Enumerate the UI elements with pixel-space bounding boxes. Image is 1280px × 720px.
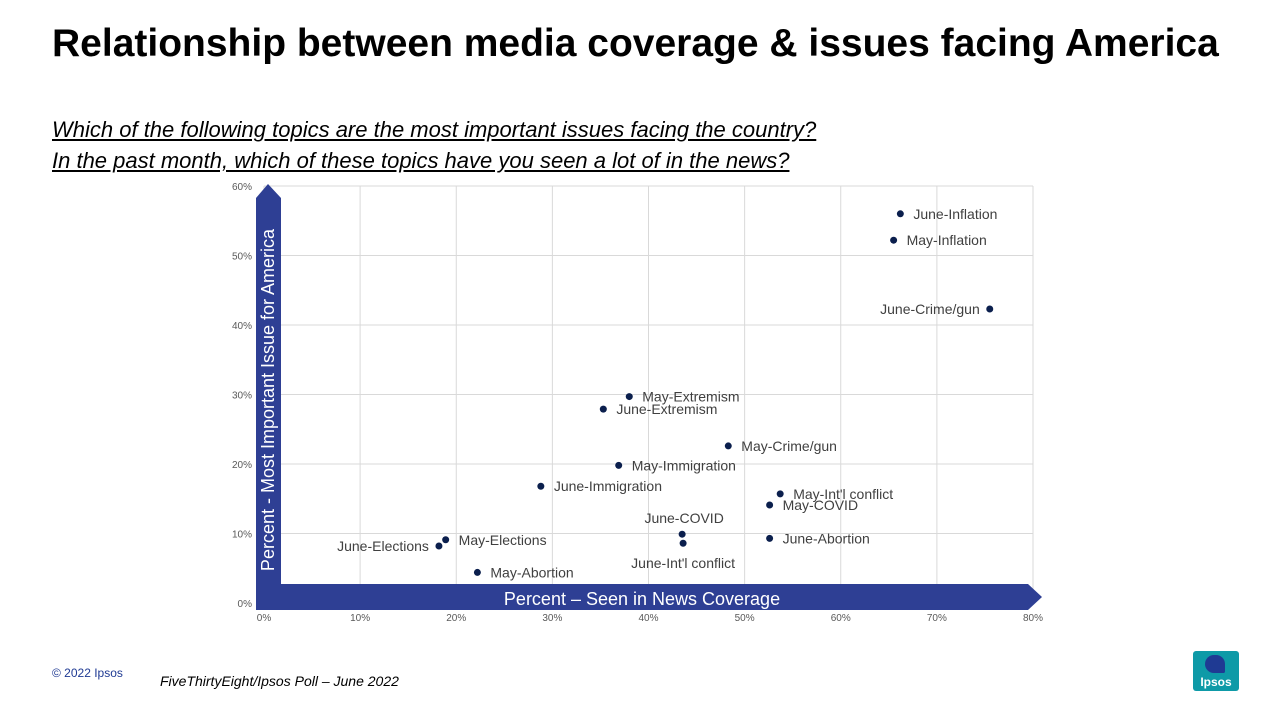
data-label: May-COVID bbox=[783, 497, 858, 513]
x-tick-label: 20% bbox=[446, 613, 466, 624]
data-label: May-Abortion bbox=[490, 564, 573, 580]
y-axis-title: Percent - Most Important Issue for Ameri… bbox=[258, 228, 278, 571]
y-tick-label: 30% bbox=[232, 391, 252, 402]
data-point bbox=[724, 442, 732, 450]
data-label: May-Crime/gun bbox=[741, 438, 837, 454]
data-label: May-Immigration bbox=[632, 457, 736, 473]
y-tick-label: 0% bbox=[238, 599, 253, 610]
y-tick-label: 20% bbox=[232, 460, 252, 471]
data-point bbox=[473, 568, 481, 576]
x-tick-label: 0% bbox=[257, 613, 272, 624]
data-point bbox=[599, 405, 607, 413]
copyright: © 2022 Ipsos bbox=[52, 666, 123, 680]
page-title: Relationship between media coverage & is… bbox=[52, 22, 1219, 65]
y-tick-label: 10% bbox=[232, 530, 252, 541]
data-label: June-Abortion bbox=[783, 530, 870, 546]
x-axis-title: Percent – Seen in News Coverage bbox=[504, 589, 780, 609]
logo-text: Ipsos bbox=[1200, 675, 1232, 689]
data-points: June-Inflation May-Inflation June-Crime/gu… bbox=[337, 206, 997, 581]
data-label: June-Extremism bbox=[616, 401, 717, 417]
data-point bbox=[986, 305, 994, 313]
data-label: May-Elections bbox=[459, 532, 547, 548]
y-tick-label: 50% bbox=[232, 252, 252, 263]
ipsos-logo: Ipsos bbox=[1193, 651, 1239, 691]
data-label: June-COVID bbox=[644, 510, 723, 526]
logo-mark-icon bbox=[1205, 655, 1225, 673]
data-label: June-Int'l conflict bbox=[631, 555, 735, 571]
data-point bbox=[615, 461, 623, 469]
data-point bbox=[435, 542, 443, 550]
data-point bbox=[890, 236, 898, 244]
data-label: June-Inflation bbox=[913, 206, 997, 222]
data-label: June-Crime/gun bbox=[880, 301, 980, 317]
data-point bbox=[766, 501, 774, 509]
x-tick-label: 40% bbox=[638, 613, 658, 624]
data-label: May-Extremism bbox=[642, 389, 739, 405]
data-point bbox=[776, 490, 784, 498]
data-label: June-Immigration bbox=[554, 478, 662, 494]
data-point bbox=[766, 534, 774, 542]
y-tick-label: 40% bbox=[232, 321, 252, 332]
x-tick-label: 30% bbox=[542, 613, 562, 624]
x-tick-label: 70% bbox=[927, 613, 947, 624]
source-note: FiveThirtyEight/Ipsos Poll – June 2022 bbox=[160, 673, 399, 689]
y-axis-arrow bbox=[256, 184, 281, 584]
data-label: May-Int'l conflict bbox=[793, 486, 893, 502]
data-point bbox=[537, 482, 545, 490]
data-label: May-Inflation bbox=[907, 232, 987, 248]
grid-lines bbox=[263, 185, 1034, 604]
data-point bbox=[896, 210, 904, 218]
axis-arrows: Percent – Seen in News Coverage Percent -… bbox=[256, 184, 1042, 610]
question-importance: Which of the following topics are the mo… bbox=[52, 117, 817, 142]
data-point bbox=[679, 539, 687, 547]
tick-labels: 0% 10% 20% 30% 40% 50% 60% 70% 80% 0% 10% 20% 30% 40%… bbox=[232, 182, 1043, 624]
data-point bbox=[442, 536, 450, 544]
x-tick-label: 50% bbox=[735, 613, 755, 624]
x-tick-label: 10% bbox=[350, 613, 370, 624]
data-point bbox=[678, 530, 686, 538]
x-axis-arrow bbox=[256, 584, 1042, 610]
y-tick-label: 60% bbox=[232, 182, 252, 193]
data-point bbox=[625, 393, 633, 401]
data-label: June-Elections bbox=[337, 538, 429, 554]
question-news: In the past month, which of these topics… bbox=[52, 148, 790, 173]
x-tick-label: 60% bbox=[831, 613, 851, 624]
x-tick-label: 80% bbox=[1023, 613, 1043, 624]
